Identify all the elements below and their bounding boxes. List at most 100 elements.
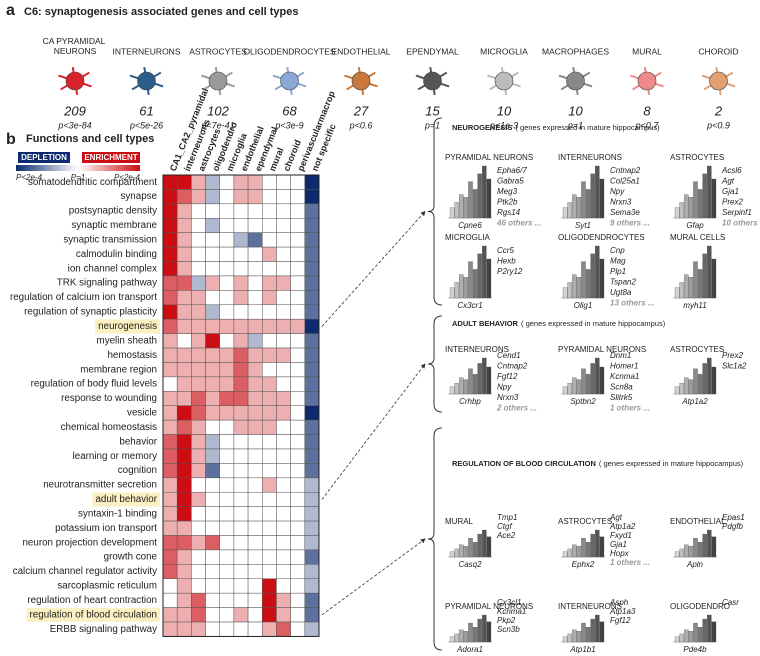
heatmap-cell — [233, 434, 249, 450]
row-label: membrane region — [80, 364, 157, 375]
chart-bar — [468, 537, 473, 558]
chart-bar — [585, 269, 591, 299]
heatmap-cell — [162, 520, 178, 536]
heatmap-cell — [262, 347, 277, 363]
group-title: ASTROCYTES — [558, 517, 612, 526]
heatmap-cell — [162, 578, 178, 594]
chart-bar — [562, 636, 568, 643]
chart-bar — [711, 621, 717, 643]
chart-bar — [459, 377, 464, 395]
cell-pvalue: p<0.9 — [706, 120, 730, 130]
heatmap-cell — [290, 535, 306, 551]
marker-gene: Cpne6 — [458, 221, 482, 230]
chart-bar — [454, 633, 459, 643]
chart-bar — [449, 386, 455, 395]
chart-bar — [459, 629, 464, 643]
chart-bar — [711, 366, 717, 395]
heatmap-cell — [219, 592, 235, 608]
heatmap-cell — [191, 477, 206, 493]
chart-bar — [486, 178, 492, 219]
gene: Tspan2 — [610, 278, 637, 287]
chart-bar — [454, 383, 459, 395]
legend-left: P<2e-4 — [16, 173, 43, 182]
chart-bar — [679, 282, 684, 299]
chart-bar — [688, 379, 694, 395]
heatmap-cell — [276, 434, 291, 450]
heatmap-cell — [276, 275, 291, 291]
heatmap-cell — [304, 405, 320, 421]
heatmap-cell — [233, 520, 249, 536]
heatmap-cell — [162, 535, 178, 551]
heatmap-cell — [276, 520, 291, 536]
chart-bar — [477, 363, 482, 395]
gene: Nrxn3 — [610, 198, 632, 207]
cell-icon — [201, 66, 235, 96]
heatmap-cell — [162, 506, 178, 522]
gene: Mag — [610, 257, 626, 266]
heatmap-cell — [176, 434, 192, 450]
cell-type-name: MACROPHAGES — [542, 46, 609, 56]
chart-bar — [567, 383, 572, 395]
heatmap-cell — [262, 391, 277, 406]
heatmap-cell — [205, 405, 220, 421]
gene: Pdgfb — [722, 522, 743, 531]
heatmap-cell — [162, 275, 178, 291]
chart-bar — [572, 274, 577, 299]
chart-bar — [567, 202, 572, 219]
heatmap-cell — [290, 549, 306, 565]
chart-bar — [688, 277, 694, 299]
chart-bar — [590, 618, 595, 643]
heatmap-cell — [233, 448, 249, 464]
heatmap-cell — [262, 448, 277, 464]
heatmap-cell — [176, 549, 192, 565]
heatmap-cell — [219, 520, 235, 536]
heatmap-cell — [191, 419, 206, 435]
heatmap-cell — [219, 376, 235, 392]
group-title: PYRAMIDAL NEURONS — [445, 602, 533, 611]
chart-bar — [463, 379, 469, 395]
chart-bar — [449, 287, 455, 299]
gene: Gja1 — [610, 540, 627, 549]
heatmap-cell — [247, 592, 263, 608]
chart-bar — [679, 633, 684, 643]
heatmap-cell — [247, 318, 263, 334]
heatmap-cell — [247, 376, 263, 392]
panel-label: a — [6, 2, 15, 19]
heatmap-cell — [233, 621, 249, 637]
heatmap-cell — [247, 448, 263, 464]
others: 10 others ... — [722, 219, 760, 228]
heatmap-cell — [290, 261, 306, 277]
gene: Col25a1 — [610, 177, 640, 186]
heatmap-cell — [176, 592, 192, 608]
chart-bar — [486, 621, 492, 643]
heatmap-cell — [219, 318, 235, 334]
heatmap-cell — [219, 275, 235, 291]
cell-icon — [487, 66, 521, 96]
gene: Agt — [721, 177, 735, 186]
heatmap-cell — [233, 318, 249, 334]
icon-body — [280, 71, 299, 91]
heatmap-cell — [304, 232, 320, 248]
heatmap-cell — [205, 578, 220, 594]
chart-bar — [572, 194, 577, 219]
gene: Atp1a2 — [609, 522, 636, 531]
chart-bar — [463, 631, 469, 643]
heatmap-cell — [162, 592, 178, 608]
heatmap-cell — [247, 232, 263, 248]
heatmap-cell — [176, 621, 192, 637]
cell-icon — [630, 66, 664, 96]
heatmap-cell — [233, 246, 249, 262]
heatmap-cell — [276, 491, 291, 507]
gene: Ctgf — [497, 522, 512, 531]
heatmap-cell — [219, 246, 235, 262]
heatmap-cell — [219, 463, 235, 479]
heatmap-cell — [176, 275, 192, 291]
heatmap-cell — [162, 376, 178, 392]
heatmap-cell — [262, 405, 277, 421]
brace — [427, 315, 443, 413]
heatmap-cell — [262, 275, 277, 291]
heatmap-cell — [205, 549, 220, 565]
chart-bar — [576, 379, 582, 395]
cell-count: 61 — [139, 103, 153, 118]
heatmap-cell — [290, 491, 306, 507]
